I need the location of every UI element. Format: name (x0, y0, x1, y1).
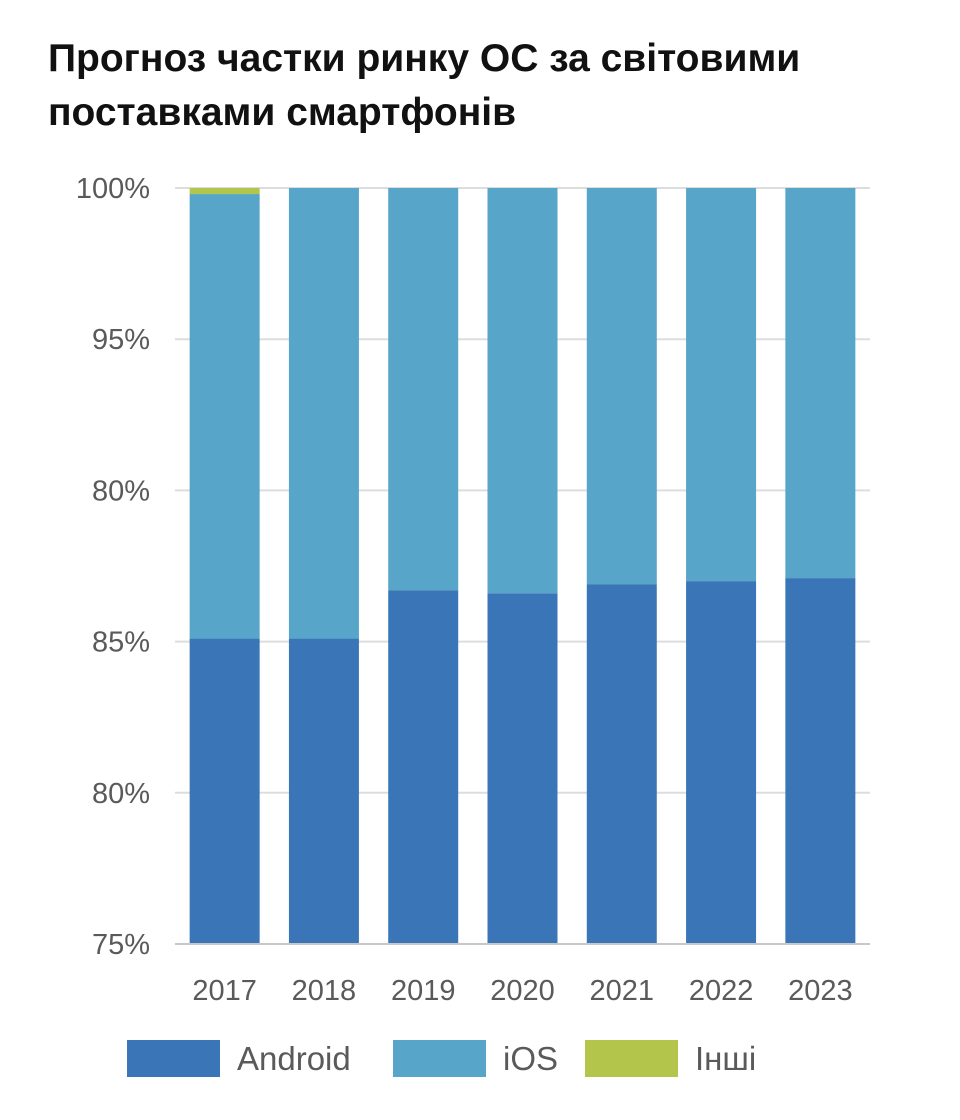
bar-segment-ios-2021 (586, 188, 657, 585)
axes: 75% 80% 85% 80% 95% 100% 2017 2018 2019 2020 2021 2… (76, 173, 870, 1007)
x-tick-label: 2020 (490, 975, 555, 1007)
bar-segment-ios-2017 (189, 194, 260, 639)
bar-segment-інші-2017 (189, 188, 260, 195)
x-tick-label: 2022 (689, 975, 754, 1007)
bars (189, 188, 856, 944)
bar-segment-ios-2023 (785, 188, 856, 579)
y-tick-label: 80% (92, 778, 150, 810)
legend-label: Android (237, 1040, 351, 1077)
bar-segment-android-2019 (388, 590, 459, 944)
legend-swatch-android (127, 1040, 220, 1077)
bar-segment-android-2017 (189, 638, 260, 944)
bar-segment-ios-2019 (388, 188, 459, 591)
x-tick-label: 2023 (788, 975, 853, 1007)
bar-segment-ios-2020 (487, 188, 558, 594)
legend: Android iOS Інші (127, 1040, 756, 1077)
bar-segment-android-2018 (288, 638, 359, 944)
x-tick-label: 2018 (292, 975, 357, 1007)
legend-swatch-інші (585, 1040, 678, 1077)
y-tick-label: 75% (92, 929, 150, 961)
bar-segment-android-2023 (785, 578, 856, 944)
legend-label: Інші (695, 1040, 756, 1077)
bar-segment-ios-2018 (288, 188, 359, 639)
legend-swatch-ios (393, 1040, 486, 1077)
bar-segment-android-2020 (487, 593, 558, 944)
legend-label: iOS (503, 1040, 558, 1077)
bar-segment-android-2022 (686, 581, 757, 944)
y-tick-label: 80% (92, 475, 150, 507)
y-tick-label: 95% (92, 324, 150, 356)
x-tick-label: 2017 (192, 975, 257, 1007)
x-tick-label: 2019 (391, 975, 456, 1007)
chart-title: Прогноз частки ринку ОС за світовими пос… (48, 37, 801, 134)
bar-segment-ios-2022 (686, 188, 757, 582)
y-tick-label: 100% (76, 173, 150, 205)
bar-segment-android-2021 (586, 584, 657, 944)
x-tick-label: 2021 (590, 975, 655, 1007)
y-tick-label: 85% (92, 627, 150, 659)
